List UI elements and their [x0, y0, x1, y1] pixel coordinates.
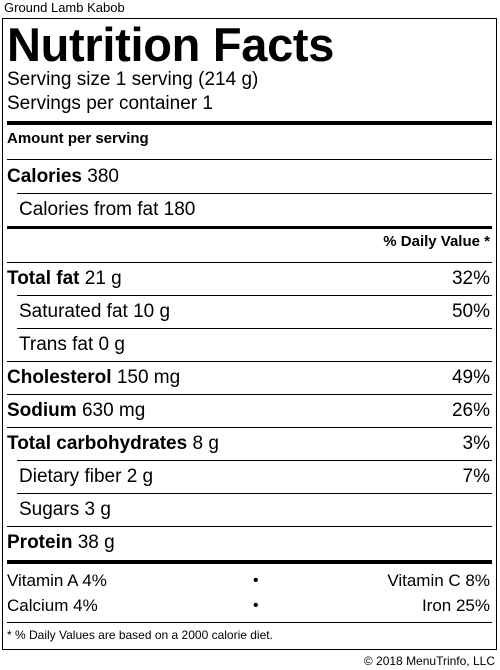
nutrient-row-total-fat: Total fat 21 g 32% — [7, 263, 492, 295]
nutrient-row-trans-fat: Trans fat 0 g — [7, 329, 492, 361]
divider — [17, 493, 492, 494]
nutrient-dv: 7% — [462, 466, 490, 487]
nutrient-row-saturated-fat: Saturated fat 10 g 50% — [7, 296, 492, 328]
vitamin-right: Vitamin C 8% — [387, 571, 490, 590]
nutrient-amount: 150 mg — [116, 367, 181, 388]
bullet-icon: • — [253, 572, 259, 589]
calories-from-fat-label: Calories from fat — [19, 199, 159, 220]
divider — [7, 427, 492, 428]
vitamin-left: Vitamin A 4% — [7, 571, 107, 590]
calories-from-fat-row: Calories from fat 180 — [7, 194, 492, 226]
nutrient-row-protein: Protein 38 g — [7, 527, 492, 559]
nutrient-amount: 38 g — [77, 532, 115, 553]
nutrient-label: Trans fat — [19, 334, 94, 355]
nutrient-dv: 26% — [451, 400, 490, 421]
nutrient-dv: 3% — [462, 433, 490, 454]
thick-rule — [7, 121, 492, 125]
nutrient-amount: 10 g — [133, 301, 171, 322]
nutrient-label: Total carbohydrates — [7, 433, 188, 454]
nutrient-label: Protein — [7, 532, 73, 553]
calories-value: 380 — [87, 166, 119, 187]
nutrient-label: Sugars — [19, 499, 80, 520]
nutrient-amount: 21 g — [84, 268, 122, 289]
nutrition-label: Nutrition Facts Serving size 1 serving (… — [2, 18, 497, 650]
divider — [7, 394, 492, 395]
vitamin-right: Iron 25% — [421, 596, 490, 615]
nutrient-label: Cholesterol — [7, 367, 112, 388]
calories-label: Calories — [7, 166, 82, 187]
medium-rule — [7, 226, 492, 229]
amount-per-serving: Amount per serving — [7, 130, 149, 147]
bullet-icon: • — [253, 597, 259, 614]
vitamin-left: Calcium 4% — [7, 596, 98, 615]
divider — [17, 328, 492, 329]
thick-rule — [7, 560, 492, 564]
nutrient-label: Total fat — [7, 268, 80, 289]
nutrient-amount: 0 g — [98, 334, 125, 355]
calories-row: Calories 380 — [7, 161, 492, 193]
item-title: Ground Lamb Kabob — [4, 0, 125, 15]
divider — [7, 526, 492, 527]
nutrient-amount: 8 g — [192, 433, 219, 454]
footnote: * % Daily Values are based on a 2000 cal… — [7, 628, 273, 642]
nutrient-row-dietary-fiber: Dietary fiber 2 g 7% — [7, 461, 492, 493]
divider — [7, 361, 492, 362]
nutrient-dv: 50% — [451, 301, 490, 322]
nutrient-amount: 2 g — [126, 466, 154, 487]
servings-per-container: Servings per container 1 — [7, 93, 213, 114]
copyright: © 2018 MenuTrinfo, LLC — [363, 654, 495, 668]
divider — [17, 295, 492, 296]
vitamin-row: Calcium 4% • Iron 25% — [7, 594, 492, 618]
vitamin-row: Vitamin A 4% • Vitamin C 8% — [7, 569, 492, 593]
nutrient-dv: 32% — [451, 268, 490, 289]
nutrient-amount: 630 mg — [81, 400, 146, 421]
nutrient-row-sodium: Sodium 630 mg 26% — [7, 395, 492, 427]
nutrient-row-total-carbohydrates: Total carbohydrates 8 g 3% — [7, 428, 492, 460]
label-title: Nutrition Facts — [7, 18, 335, 71]
serving-size: Serving size 1 serving (214 g) — [7, 69, 259, 90]
divider — [7, 159, 492, 160]
nutrient-row-cholesterol: Cholesterol 150 mg 49% — [7, 362, 492, 394]
nutrient-row-sugars: Sugars 3 g — [7, 494, 492, 526]
divider — [17, 460, 492, 461]
divider — [7, 622, 492, 623]
nutrient-label: Dietary fiber — [19, 466, 122, 487]
divider — [17, 193, 492, 194]
nutrient-dv: 49% — [451, 367, 490, 388]
divider — [7, 262, 492, 263]
calories-from-fat-value: 180 — [163, 199, 196, 220]
nutrient-amount: 3 g — [84, 499, 111, 520]
nutrient-label: Sodium — [7, 400, 77, 421]
nutrient-label: Saturated fat — [19, 301, 128, 322]
daily-value-header: % Daily Value * — [383, 233, 490, 250]
